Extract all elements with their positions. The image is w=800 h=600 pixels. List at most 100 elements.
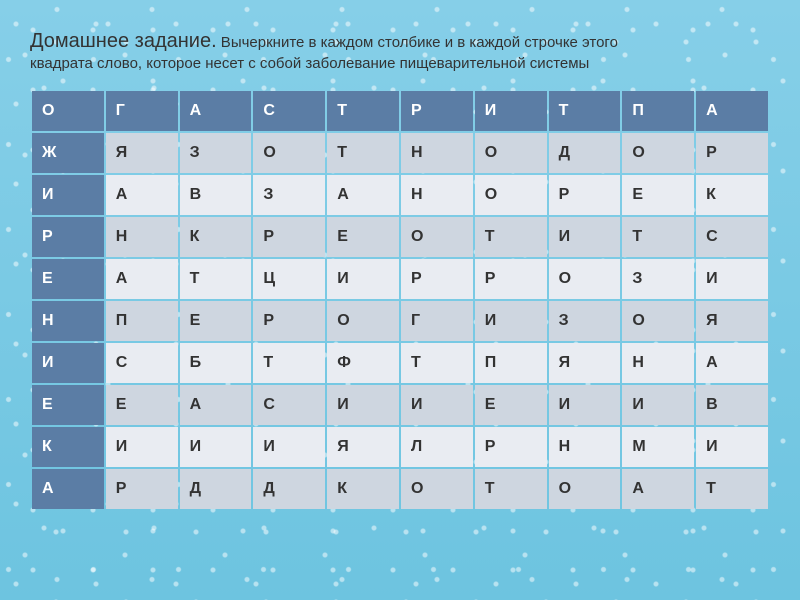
grid-row: ОГАСТРИТПА (32, 91, 768, 131)
grid-cell: Е (327, 217, 399, 257)
grid-cell: Д (549, 133, 621, 173)
grid-cell: В (180, 175, 252, 215)
grid-row: ИСБТФТПЯНА (32, 343, 768, 383)
grid-cell: А (106, 259, 178, 299)
grid-cell: Д (253, 469, 325, 509)
grid-cell: П (622, 91, 694, 131)
grid-cell: И (475, 301, 547, 341)
grid-cell: И (475, 91, 547, 131)
grid-cell: К (696, 175, 768, 215)
grid-cell: Я (549, 343, 621, 383)
grid-cell: Р (549, 175, 621, 215)
grid-cell: А (106, 175, 178, 215)
grid-cell: П (106, 301, 178, 341)
grid-cell: Р (253, 301, 325, 341)
grid-cell: Я (327, 427, 399, 467)
grid-cell: О (549, 469, 621, 509)
grid-cell: С (696, 217, 768, 257)
grid-cell: К (180, 217, 252, 257)
grid-cell: Н (549, 427, 621, 467)
grid-cell: И (549, 385, 621, 425)
assignment-title: Домашнее задание. Вычеркните в каждом ст… (30, 28, 770, 75)
grid-cell: И (32, 175, 104, 215)
grid-cell: Е (622, 175, 694, 215)
grid-cell: Т (401, 343, 473, 383)
grid-cell: Л (401, 427, 473, 467)
grid-cell: А (622, 469, 694, 509)
grid-cell: Ц (253, 259, 325, 299)
grid-cell: П (475, 343, 547, 383)
letter-grid: ОГАСТРИТПАЖЯЗОТНОДОРИАВЗАНОРЕКРНКРЕОТИТС… (30, 89, 770, 511)
grid-row: ИАВЗАНОРЕК (32, 175, 768, 215)
grid-cell: О (475, 175, 547, 215)
grid-cell: И (106, 427, 178, 467)
grid-cell: О (32, 91, 104, 131)
grid-row: АРДДКОТОАТ (32, 469, 768, 509)
grid-cell: Т (327, 133, 399, 173)
grid-cell: Е (180, 301, 252, 341)
grid-cell: Т (549, 91, 621, 131)
grid-cell: А (180, 385, 252, 425)
grid-cell: Т (475, 469, 547, 509)
grid-cell: И (696, 259, 768, 299)
grid-cell: А (696, 343, 768, 383)
grid-cell: Р (475, 427, 547, 467)
grid-cell: З (549, 301, 621, 341)
grid-cell: Г (401, 301, 473, 341)
grid-cell: И (327, 259, 399, 299)
grid-cell: Р (32, 217, 104, 257)
grid-cell: И (327, 385, 399, 425)
grid-cell: И (401, 385, 473, 425)
grid-cell: Т (696, 469, 768, 509)
grid-cell: О (622, 133, 694, 173)
grid-cell: А (32, 469, 104, 509)
grid-cell: Н (622, 343, 694, 383)
grid-row: ЕЕАСИИЕИИВ (32, 385, 768, 425)
grid-cell: В (696, 385, 768, 425)
title-lead: Домашнее задание. (30, 30, 217, 52)
grid-cell: Р (475, 259, 547, 299)
grid-cell: З (253, 175, 325, 215)
grid-cell: О (475, 133, 547, 173)
grid-cell: Н (106, 217, 178, 257)
grid-cell: Т (622, 217, 694, 257)
grid-cell: О (401, 469, 473, 509)
grid-row: РНКРЕОТИТС (32, 217, 768, 257)
grid-cell: З (180, 133, 252, 173)
grid-row: КИИИЯЛРНМИ (32, 427, 768, 467)
grid-cell: Р (401, 259, 473, 299)
title-rest-1: Вычеркните в каждом столбике и в каждой … (217, 34, 618, 51)
grid-cell: Ж (32, 133, 104, 173)
grid-cell: Т (253, 343, 325, 383)
grid-row: ЕАТЦИРРОЗИ (32, 259, 768, 299)
grid-cell: А (327, 175, 399, 215)
grid-cell: И (549, 217, 621, 257)
grid-cell: Н (32, 301, 104, 341)
grid-cell: Т (180, 259, 252, 299)
grid-cell: Н (401, 133, 473, 173)
grid-cell: Е (106, 385, 178, 425)
grid-cell: О (401, 217, 473, 257)
grid-row: ЖЯЗОТНОДОР (32, 133, 768, 173)
grid-cell: Ф (327, 343, 399, 383)
grid-cell: Е (32, 385, 104, 425)
grid-cell: О (327, 301, 399, 341)
grid-cell: И (622, 385, 694, 425)
grid-cell: Д (180, 469, 252, 509)
grid-cell: С (253, 91, 325, 131)
grid-cell: И (180, 427, 252, 467)
grid-cell: М (622, 427, 694, 467)
grid-cell: А (180, 91, 252, 131)
grid-row: НПЕРОГИЗОЯ (32, 301, 768, 341)
grid-cell: Б (180, 343, 252, 383)
grid-cell: Р (106, 469, 178, 509)
grid-cell: О (622, 301, 694, 341)
grid-cell: Г (106, 91, 178, 131)
title-rest-2: квадрата слово, которое несет с собой за… (30, 55, 589, 72)
grid-cell: Я (106, 133, 178, 173)
grid-cell: К (32, 427, 104, 467)
grid-cell: И (696, 427, 768, 467)
grid-cell: Т (475, 217, 547, 257)
grid-cell: Р (696, 133, 768, 173)
grid-cell: О (253, 133, 325, 173)
